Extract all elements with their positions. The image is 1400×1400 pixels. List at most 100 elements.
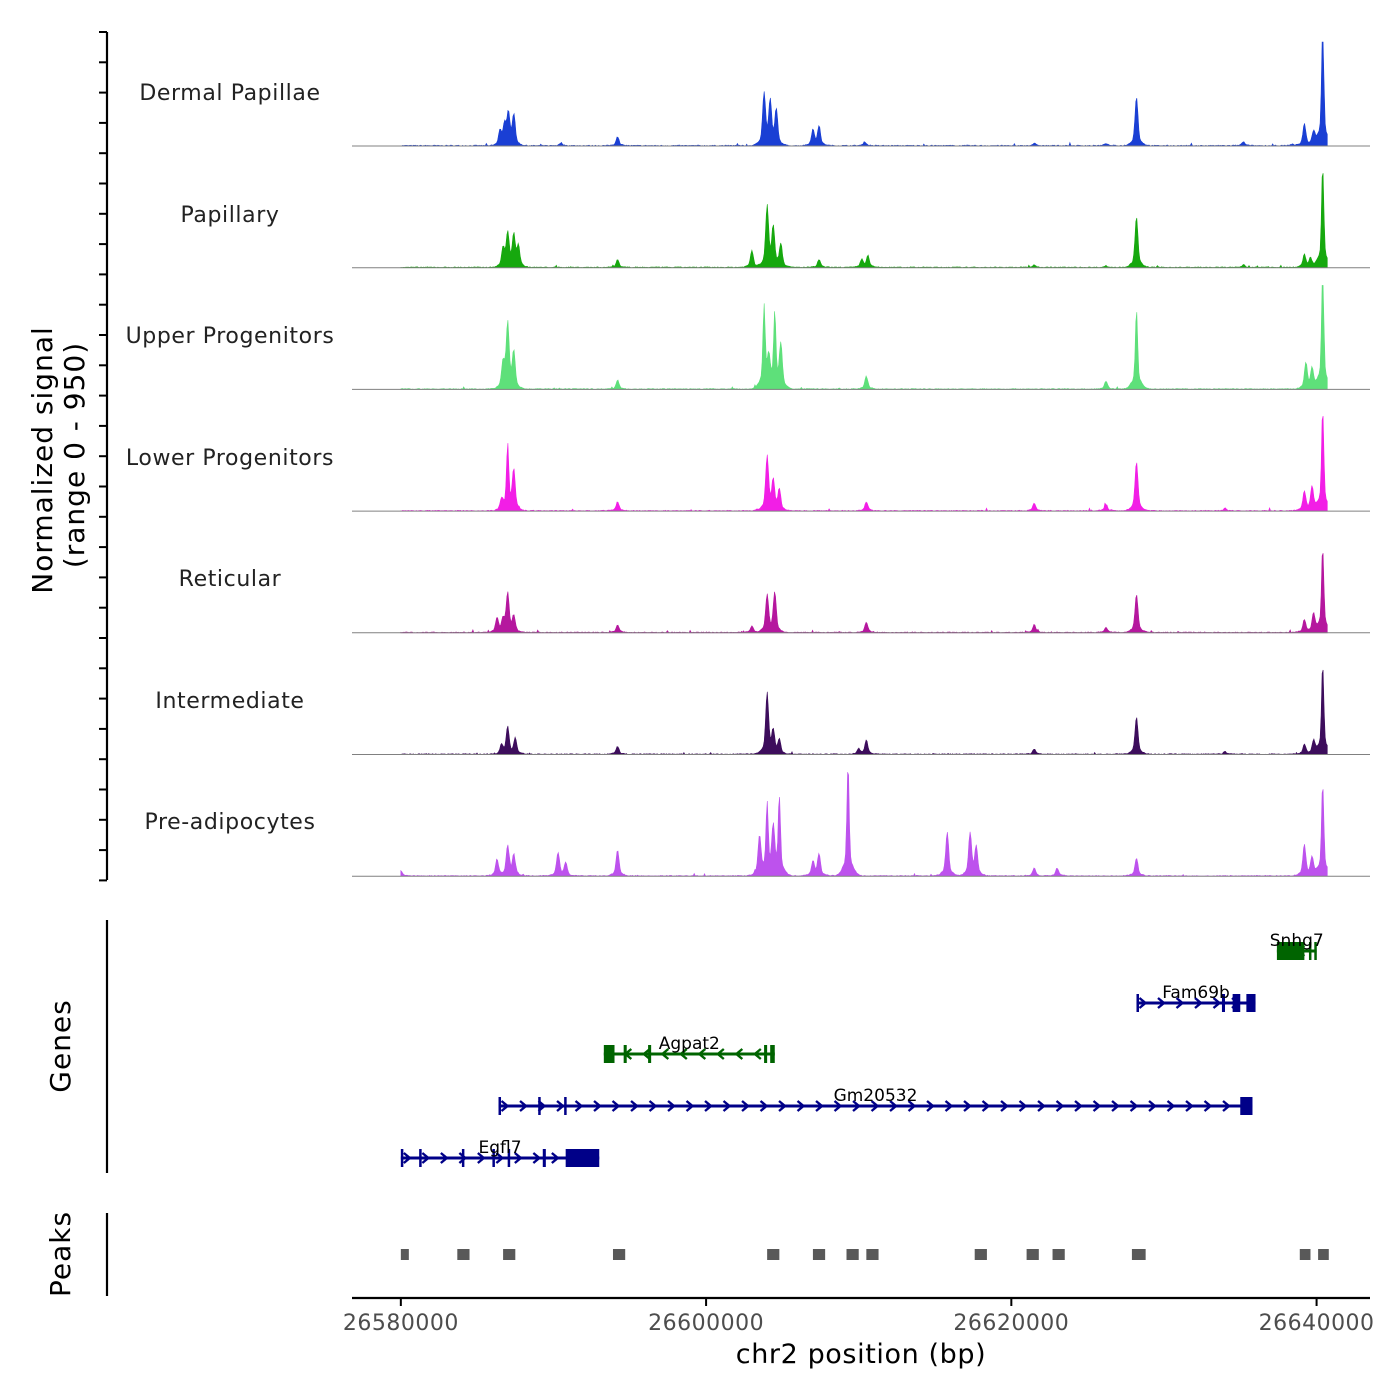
- strand-chevron: [641, 1048, 651, 1060]
- strand-chevron: [759, 1100, 769, 1112]
- coverage-area-6: [400, 772, 1328, 877]
- strand-chevron: [796, 1100, 806, 1112]
- strand-chevron: [667, 1100, 676, 1112]
- peak-region: [812, 1249, 826, 1260]
- strand-chevron: [1138, 997, 1148, 1009]
- coverage-area-0: [400, 41, 1328, 147]
- peaks-axis-label: Peaks: [44, 1211, 77, 1297]
- coverage-area-3: [400, 416, 1328, 512]
- exon: [648, 1045, 652, 1063]
- peak-region: [866, 1249, 879, 1260]
- exon: [400, 1149, 404, 1167]
- gene-label-Agpat2: Agpat2: [659, 1034, 720, 1054]
- peak-region: [1299, 1249, 1311, 1260]
- exon: [492, 1149, 495, 1167]
- strand-chevron: [1111, 1100, 1120, 1112]
- strand-chevron: [1222, 1100, 1231, 1112]
- x-axis-ticks: 26580000 26600000 26620000 26640000: [343, 1298, 1375, 1336]
- exon: [764, 1045, 768, 1063]
- strand-chevron: [778, 1100, 787, 1112]
- exon: [538, 1097, 541, 1115]
- peak-region: [503, 1249, 516, 1260]
- strand-chevron: [678, 1048, 688, 1060]
- strand-chevron: [1055, 1100, 1065, 1112]
- exon: [565, 1149, 600, 1167]
- strand-chevron: [1018, 1100, 1028, 1112]
- x-tick-label: 26600000: [648, 1311, 764, 1336]
- strand-chevron: [1175, 997, 1185, 1009]
- strand-chevron: [440, 1152, 449, 1164]
- strand-chevron: [1212, 997, 1222, 1009]
- exon: [1221, 994, 1226, 1012]
- gene-track: Snhg7 Fam69b Agpat2 Gm20532 Egfl7: [400, 931, 1324, 1167]
- strand-chevron: [715, 1048, 725, 1060]
- exon: [1136, 994, 1139, 1012]
- peak-region: [612, 1249, 626, 1260]
- track-label-pre-adipocytes: Pre-adipocytes: [144, 810, 315, 835]
- strand-chevron: [1074, 1100, 1083, 1112]
- strand-chevron: [421, 1152, 431, 1164]
- genes-axis-label: Genes: [44, 999, 77, 1092]
- strand-chevron: [1166, 1100, 1176, 1112]
- exon: [770, 1045, 775, 1063]
- strand-chevron: [477, 1152, 486, 1164]
- peak-region: [457, 1249, 470, 1260]
- exon: [461, 1149, 465, 1167]
- gene-label-Fam69b: Fam69b: [1162, 983, 1230, 1003]
- coverage-area-4: [400, 553, 1328, 634]
- exon: [1246, 994, 1256, 1012]
- strand-chevron: [685, 1100, 695, 1112]
- signal-axis-label: Normalized signal: [26, 326, 59, 594]
- strand-chevron: [611, 1100, 621, 1112]
- strand-chevron: [574, 1100, 584, 1112]
- strand-chevron: [697, 1048, 707, 1060]
- strand-chevron: [495, 1152, 505, 1164]
- strand-chevron: [1037, 1100, 1046, 1112]
- x-axis-title: chr2 position (bp): [736, 1339, 987, 1370]
- strand-chevron: [551, 1152, 560, 1164]
- strand-chevron: [963, 1100, 972, 1112]
- coverage-area-5: [400, 669, 1328, 755]
- exon: [1276, 942, 1305, 960]
- strand-chevron: [752, 1048, 762, 1060]
- gene-label-Snhg7: Snhg7: [1270, 931, 1324, 951]
- exon: [507, 1149, 511, 1167]
- track-label-upper-progenitors: Upper Progenitors: [126, 324, 335, 349]
- track-label-papillary: Papillary: [180, 203, 279, 228]
- strand-chevron: [1157, 997, 1166, 1009]
- peak-region: [767, 1249, 780, 1260]
- exon: [1314, 942, 1317, 960]
- peak-region: [1318, 1249, 1329, 1260]
- gene-label-Egfl7: Egfl7: [479, 1138, 522, 1158]
- strand-chevron: [741, 1100, 750, 1112]
- strand-chevron: [500, 1100, 510, 1112]
- exon: [1308, 942, 1312, 960]
- strand-chevron: [926, 1100, 935, 1112]
- strand-chevron: [630, 1100, 639, 1112]
- strand-chevron: [1194, 997, 1203, 1009]
- strand-chevron: [1203, 1100, 1213, 1112]
- strand-chevron: [907, 1100, 917, 1112]
- strand-chevron: [519, 1100, 528, 1112]
- peak-region: [974, 1249, 987, 1260]
- strand-chevron: [734, 1048, 744, 1060]
- x-tick-label: 26580000: [343, 1311, 459, 1336]
- coverage-area-1: [400, 173, 1328, 269]
- exon: [623, 1045, 627, 1063]
- strand-chevron: [593, 1100, 602, 1112]
- strand-chevron: [944, 1100, 954, 1112]
- track-label-dermal-papillae: Dermal Papillae: [139, 81, 320, 106]
- exon: [498, 1097, 502, 1115]
- exon: [542, 1149, 546, 1167]
- strand-chevron: [403, 1152, 412, 1164]
- strand-chevron: [815, 1100, 824, 1112]
- strand-chevron: [660, 1048, 670, 1060]
- x-tick-label: 26640000: [1259, 1311, 1375, 1336]
- peak-track: [400, 1249, 1329, 1260]
- strand-chevron: [1129, 1100, 1139, 1112]
- strand-chevron: [514, 1152, 523, 1164]
- exon: [1240, 1097, 1253, 1115]
- strand-chevron: [648, 1100, 658, 1112]
- strand-chevron: [1000, 1100, 1009, 1112]
- exon: [603, 1045, 615, 1063]
